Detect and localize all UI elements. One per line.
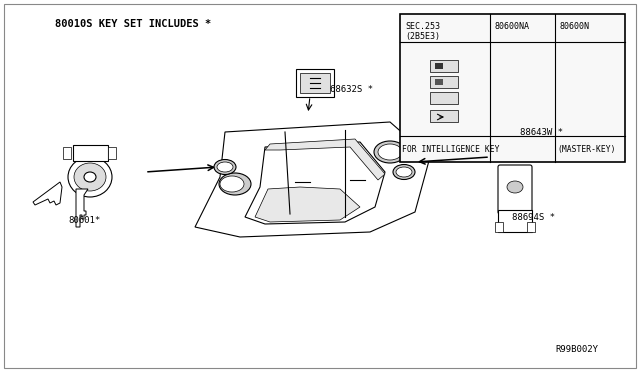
Ellipse shape [220, 176, 244, 192]
Text: 68632S *: 68632S * [330, 84, 373, 93]
Bar [63, 147, 71, 159]
Polygon shape [255, 187, 360, 222]
Bar [512, 79, 522, 134]
FancyBboxPatch shape [495, 23, 539, 87]
Text: 88694S *: 88694S * [512, 212, 555, 221]
Bar [108, 147, 116, 159]
Bar [520, 117, 524, 124]
Bar [430, 110, 458, 122]
Bar [400, 14, 625, 162]
Bar [520, 107, 524, 114]
Polygon shape [245, 142, 385, 224]
Ellipse shape [68, 157, 112, 197]
Polygon shape [76, 189, 88, 227]
Ellipse shape [498, 120, 532, 154]
Ellipse shape [396, 167, 412, 177]
Ellipse shape [374, 141, 406, 163]
Bar [495, 222, 503, 232]
Text: SEC.253: SEC.253 [405, 22, 440, 31]
Text: 80600NA: 80600NA [495, 22, 530, 31]
Bar [435, 63, 443, 69]
Ellipse shape [217, 162, 233, 172]
Ellipse shape [492, 114, 538, 160]
Bar [588, 93, 592, 101]
Bar [520, 87, 524, 94]
Bar [588, 118, 592, 126]
Bar [430, 76, 458, 88]
Ellipse shape [393, 164, 415, 180]
Ellipse shape [214, 160, 236, 174]
Text: 88643W *: 88643W * [520, 128, 563, 137]
FancyBboxPatch shape [498, 165, 532, 214]
Text: 80601*: 80601* [68, 215, 100, 224]
Text: FOR INTELLIGENCE KEY: FOR INTELLIGENCE KEY [402, 144, 499, 154]
Polygon shape [33, 182, 62, 205]
Bar [300, 73, 330, 93]
Text: 80600N: 80600N [560, 22, 590, 31]
Bar [73, 145, 108, 161]
Bar [498, 210, 532, 232]
Bar [430, 60, 458, 72]
Ellipse shape [84, 172, 96, 182]
Text: (2B5E3): (2B5E3) [405, 32, 440, 41]
Ellipse shape [74, 163, 106, 191]
Bar [588, 106, 592, 114]
Bar [578, 74, 590, 134]
Ellipse shape [507, 181, 523, 193]
Bar [588, 80, 592, 88]
Ellipse shape [423, 38, 463, 54]
Polygon shape [195, 122, 430, 237]
Bar [296, 69, 334, 97]
Text: (MASTER-KEY): (MASTER-KEY) [557, 144, 616, 154]
Bar [520, 97, 524, 104]
Text: 80010S KEY SET INCLUDES *: 80010S KEY SET INCLUDES * [55, 19, 211, 29]
FancyBboxPatch shape [560, 24, 608, 82]
Bar [527, 222, 535, 232]
Bar [435, 79, 443, 85]
Bar [509, 109, 521, 117]
FancyBboxPatch shape [408, 42, 478, 138]
Ellipse shape [505, 127, 525, 147]
Ellipse shape [574, 42, 594, 66]
Text: R99B002Y: R99B002Y [555, 346, 598, 355]
Ellipse shape [378, 144, 402, 160]
Polygon shape [265, 139, 385, 180]
Bar [430, 92, 458, 104]
Ellipse shape [219, 173, 251, 195]
